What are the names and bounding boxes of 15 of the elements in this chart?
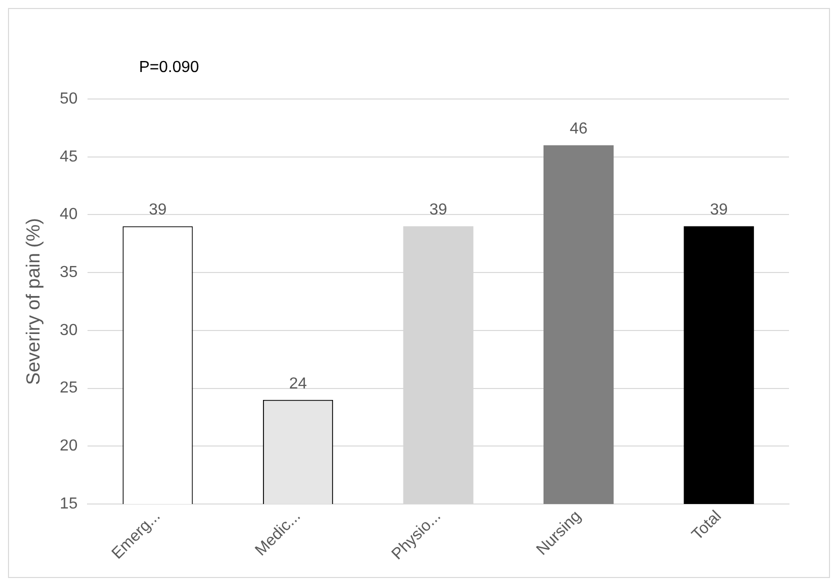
y-tick-label: 50: [60, 90, 78, 108]
data-label: 39: [148, 202, 167, 219]
data-label: 24: [289, 375, 308, 392]
data-label: 39: [710, 202, 728, 219]
y-tick-label: 45: [60, 148, 78, 166]
y-tick-label: 30: [60, 322, 78, 339]
data-label: 46: [570, 120, 588, 138]
y-tick-label: 20: [60, 438, 78, 455]
y-tick-label: 35: [60, 264, 78, 281]
y-tick-label: 25: [60, 380, 78, 397]
y-tick-label: 40: [60, 206, 78, 224]
y-axis-title: Severiry of pain (%): [24, 218, 45, 385]
data-label: 39: [429, 202, 448, 219]
y-tick-label: 15: [60, 495, 78, 512]
text: P=0.090: [139, 59, 200, 77]
